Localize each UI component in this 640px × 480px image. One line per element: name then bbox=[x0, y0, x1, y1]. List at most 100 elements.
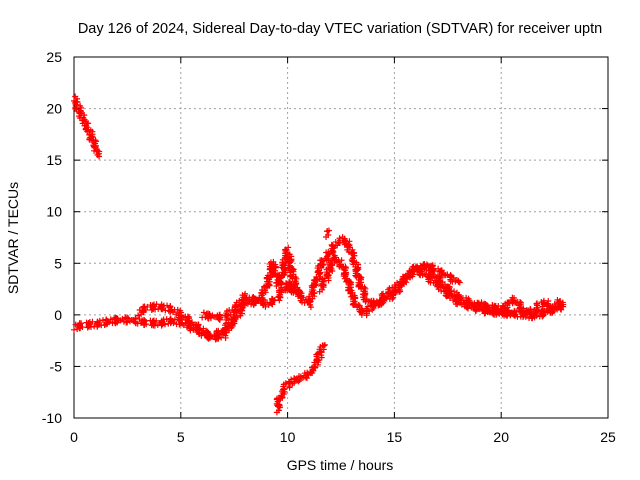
data-point bbox=[286, 262, 293, 269]
data-point bbox=[159, 306, 166, 313]
data-point bbox=[320, 278, 327, 285]
data-point bbox=[94, 151, 101, 158]
data-point bbox=[278, 392, 285, 399]
data-point bbox=[518, 309, 525, 316]
data-point bbox=[504, 312, 511, 319]
data-point bbox=[412, 264, 419, 271]
data-point bbox=[320, 342, 327, 349]
data-point bbox=[485, 306, 492, 313]
y-tick-label: 10 bbox=[46, 204, 62, 220]
data-point bbox=[271, 264, 278, 271]
data-point bbox=[122, 314, 129, 321]
data-point bbox=[326, 269, 333, 276]
data-point bbox=[356, 277, 363, 284]
data-point bbox=[142, 307, 149, 314]
data-point bbox=[206, 334, 213, 341]
data-point bbox=[253, 297, 260, 304]
data-point bbox=[303, 375, 310, 382]
data-point bbox=[96, 317, 103, 324]
data-point bbox=[309, 289, 316, 296]
chart-title: Day 126 of 2024, Sidereal Day-to-day VTE… bbox=[78, 21, 602, 37]
x-tick-label: 0 bbox=[70, 429, 78, 445]
x-tick-label: 15 bbox=[387, 429, 403, 445]
axis-ticks: 0 5 10 15 20 25 -10 -5 0 5 10 15 20 25 bbox=[42, 49, 616, 445]
data-point bbox=[350, 294, 357, 301]
y-axis-label: SDTVAR / TECUs bbox=[5, 182, 21, 294]
data-point bbox=[279, 262, 286, 269]
y-tick-label: -5 bbox=[50, 358, 63, 374]
data-point bbox=[323, 271, 330, 278]
data-point bbox=[78, 320, 85, 327]
data-point bbox=[228, 319, 235, 326]
x-tick-label: 5 bbox=[177, 429, 185, 445]
data-point bbox=[151, 322, 158, 329]
data-point bbox=[520, 305, 527, 312]
data-point bbox=[392, 289, 399, 296]
data-point bbox=[478, 299, 485, 306]
data-point bbox=[292, 278, 299, 285]
data-point bbox=[273, 283, 280, 290]
data-point bbox=[170, 320, 177, 327]
data-point bbox=[450, 274, 457, 281]
data-point bbox=[142, 317, 149, 324]
data-point bbox=[366, 308, 373, 315]
y-tick-label: 15 bbox=[46, 152, 62, 168]
data-point bbox=[123, 319, 130, 326]
series-track-3 bbox=[135, 279, 302, 343]
data-point bbox=[461, 299, 468, 306]
data-point bbox=[330, 248, 337, 255]
grid bbox=[74, 57, 608, 418]
data-point bbox=[336, 239, 343, 246]
data-point bbox=[328, 265, 335, 272]
data-point bbox=[310, 363, 317, 370]
data-point bbox=[266, 282, 273, 289]
data-point bbox=[522, 313, 529, 320]
data-point bbox=[313, 355, 320, 362]
data-point bbox=[72, 101, 79, 108]
data-point bbox=[505, 307, 512, 314]
x-tick-label: 25 bbox=[600, 429, 616, 445]
series-track-5 bbox=[273, 341, 328, 416]
data-point bbox=[227, 311, 234, 318]
data-point bbox=[135, 312, 142, 319]
data-point bbox=[297, 373, 304, 380]
data-point bbox=[373, 298, 380, 305]
plot-frame bbox=[73, 56, 609, 419]
data-point bbox=[113, 318, 120, 325]
data-point bbox=[375, 302, 382, 309]
data-point bbox=[456, 279, 463, 286]
data-point bbox=[437, 283, 444, 290]
data-point bbox=[280, 386, 287, 393]
data-point bbox=[351, 301, 358, 308]
data-point bbox=[164, 302, 171, 309]
data-point bbox=[262, 303, 269, 310]
data-point bbox=[356, 282, 363, 289]
data-point bbox=[281, 385, 288, 392]
data-point bbox=[153, 317, 160, 324]
data-point bbox=[79, 324, 86, 331]
data-point bbox=[224, 312, 231, 319]
data-point bbox=[279, 269, 286, 276]
series-track-9 bbox=[476, 294, 567, 319]
series-isolated bbox=[323, 227, 332, 241]
data-point bbox=[89, 131, 96, 138]
data-point bbox=[271, 270, 278, 277]
data-point bbox=[324, 228, 331, 235]
data-point bbox=[319, 258, 326, 265]
data-point bbox=[143, 321, 150, 328]
data-point bbox=[270, 297, 277, 304]
data-point bbox=[217, 314, 224, 321]
data-points bbox=[71, 93, 567, 416]
y-tick-label: 5 bbox=[54, 255, 62, 271]
data-point bbox=[398, 281, 405, 288]
data-point bbox=[474, 301, 481, 308]
x-axis-label: GPS time / hours bbox=[287, 457, 394, 473]
data-point bbox=[92, 144, 99, 151]
series-track-4 bbox=[199, 244, 303, 323]
data-point bbox=[325, 231, 332, 238]
data-point bbox=[287, 272, 294, 279]
data-point bbox=[77, 110, 84, 117]
data-point bbox=[247, 298, 254, 305]
data-point bbox=[483, 301, 490, 308]
